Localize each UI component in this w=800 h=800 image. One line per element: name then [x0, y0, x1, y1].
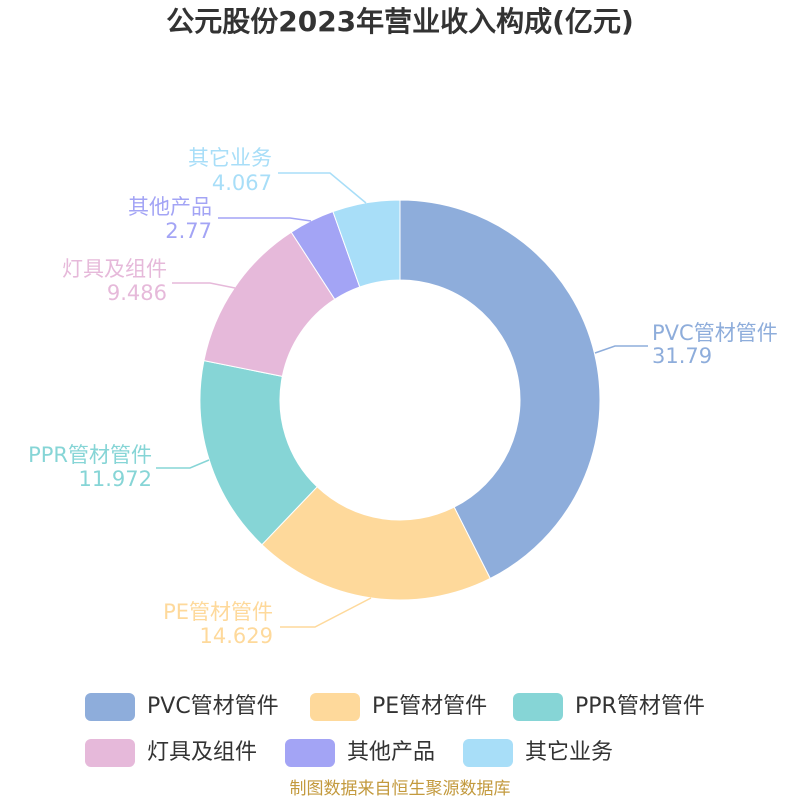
- legend-swatch: [463, 739, 513, 767]
- slice-label-value-pvc-pipes: 31.79: [652, 344, 712, 368]
- source-footer: 制图数据来自恒生聚源数据库: [289, 779, 511, 799]
- leader-line-other-business: [278, 172, 367, 204]
- legend-label: PE管材管件: [372, 694, 488, 719]
- slice-label-name-other-business: 其它业务: [188, 146, 272, 170]
- legend-label: PPR管材管件: [575, 694, 705, 719]
- legend-item-ppr-pipes[interactable]: PPR管材管件: [513, 693, 705, 721]
- slice-other-business: [332, 199, 401, 288]
- legend-label: 灯具及组件: [147, 740, 258, 765]
- slice-label-name-pe-pipes: PE管材管件: [163, 600, 273, 624]
- leader-line-pe-pipes: [280, 597, 372, 628]
- slice-label-name-ppr-pipes: PPR管材管件: [28, 443, 152, 467]
- legend-swatch: [513, 693, 563, 721]
- slice-label-value-other-business: 4.067: [212, 171, 272, 195]
- legend-item-pe-pipes[interactable]: PE管材管件: [310, 693, 487, 721]
- legend-item-other-products[interactable]: 其他产品: [285, 739, 435, 767]
- leader-line-other-products: [218, 217, 312, 222]
- legend-swatch: [285, 739, 335, 767]
- leader-line-lighting: [172, 282, 236, 289]
- legend-item-pvc-pipes[interactable]: PVC管材管件: [85, 693, 279, 721]
- slice-label-value-pe-pipes: 14.629: [200, 624, 273, 648]
- legend-item-lighting[interactable]: 灯具及组件: [85, 739, 257, 767]
- legend-swatch: [310, 693, 360, 721]
- slice-label-name-pvc-pipes: PVC管材管件: [652, 321, 778, 345]
- legend-item-other-business[interactable]: 其它业务: [463, 739, 613, 767]
- legend-swatch: [85, 693, 135, 721]
- slice-label-value-ppr-pipes: 11.972: [79, 467, 152, 491]
- legend-label: 其它业务: [525, 740, 614, 765]
- slice-label-name-lighting: 灯具及组件: [62, 257, 167, 281]
- donut-slices: [199, 199, 601, 601]
- label-leader-lines: [156, 172, 648, 628]
- slice-label-name-other-products: 其他产品: [128, 195, 212, 219]
- slice-pvc-pipes: [399, 199, 601, 580]
- slice-label-value-other-products: 2.77: [165, 219, 212, 243]
- legend-swatch: [85, 739, 135, 767]
- leader-line-ppr-pipes: [156, 459, 210, 469]
- chart-title: 公元股份2023年营业收入构成(亿元): [166, 5, 634, 38]
- leader-line-pvc-pipes: [594, 345, 648, 354]
- legend-label: PVC管材管件: [147, 694, 279, 719]
- slice-label-value-lighting: 9.486: [107, 281, 167, 305]
- legend-label: 其他产品: [347, 740, 436, 765]
